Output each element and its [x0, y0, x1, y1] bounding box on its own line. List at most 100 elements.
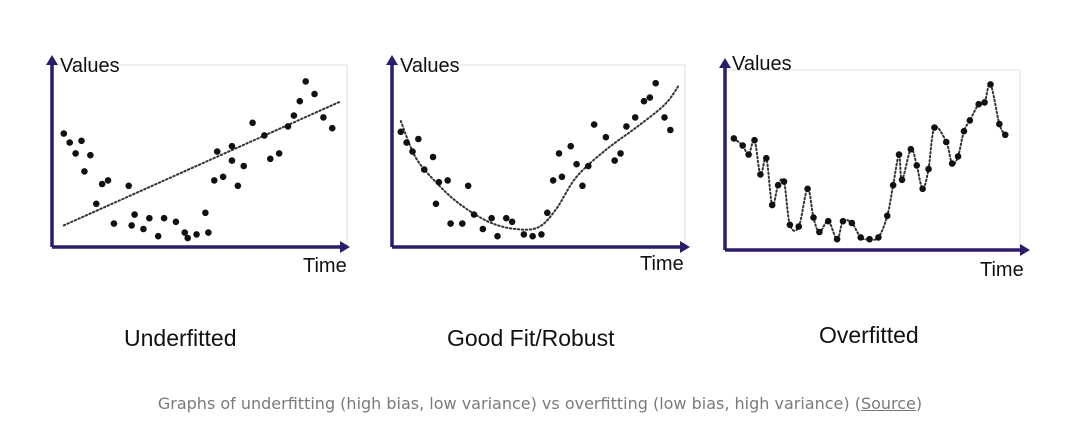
data-point	[60, 130, 68, 137]
y-axis-label: Values	[732, 53, 792, 75]
fit-curve	[62, 100, 343, 227]
fit-curve	[732, 83, 1007, 241]
data-point	[184, 234, 191, 242]
data-point	[538, 231, 545, 238]
chart-panel-2: Values Time	[386, 55, 690, 275]
x-axis-arrow	[680, 241, 690, 253]
data-point	[267, 155, 274, 163]
data-point	[154, 232, 162, 240]
data-point	[774, 181, 782, 189]
data-point	[816, 228, 823, 236]
data-point	[128, 222, 135, 229]
data-point	[81, 168, 88, 175]
data-point	[193, 231, 200, 238]
data-point	[72, 150, 79, 157]
data-point	[981, 99, 988, 106]
y-axis-label: Values	[60, 55, 120, 77]
data-point	[987, 81, 994, 88]
y-axis-label: Values	[400, 55, 460, 77]
data-point	[913, 162, 921, 169]
data-point	[275, 150, 283, 157]
data-point	[205, 229, 212, 236]
data-point	[320, 114, 327, 121]
source-link[interactable]: Source	[860, 394, 916, 413]
data-point	[652, 79, 659, 87]
data-point	[739, 142, 746, 149]
data-point	[780, 178, 788, 185]
data-point	[942, 138, 950, 146]
plot-frame	[392, 64, 686, 247]
figure-caption-close: )	[915, 394, 923, 413]
data-point	[78, 137, 85, 145]
x-axis-label: Time	[640, 253, 684, 275]
data-point	[555, 150, 563, 157]
data-point	[104, 177, 112, 184]
x-axis-arrow	[1020, 244, 1030, 256]
data-point	[623, 123, 630, 130]
plot-frame	[725, 69, 1021, 250]
data-point	[975, 100, 982, 108]
data-point	[435, 178, 443, 186]
data-point	[502, 214, 510, 222]
data-point	[290, 112, 298, 119]
data-point	[234, 182, 242, 190]
data-point	[925, 165, 932, 173]
data-point	[730, 135, 738, 142]
caption-good-fit: Good Fit/Robust	[447, 325, 615, 351]
data-point	[249, 119, 256, 127]
data-point	[875, 234, 882, 241]
x-axis-label: Time	[980, 259, 1024, 281]
data-point	[172, 218, 180, 226]
data-point	[92, 200, 100, 208]
data-point	[640, 97, 648, 105]
data-point	[848, 219, 856, 227]
data-point	[296, 97, 304, 105]
data-point	[87, 151, 94, 159]
data-point	[786, 221, 794, 229]
data-point	[919, 185, 926, 193]
data-point	[883, 212, 891, 220]
data-point	[617, 150, 624, 157]
data-point	[508, 218, 516, 226]
data-point	[488, 214, 495, 222]
data-point	[661, 114, 668, 121]
data-point	[432, 200, 440, 208]
data-point	[397, 128, 405, 136]
data-point	[889, 181, 897, 189]
x-axis-arrow	[340, 241, 350, 253]
data-point	[558, 173, 566, 181]
data-point	[543, 209, 551, 217]
data-point	[839, 217, 847, 225]
data-point	[240, 162, 248, 170]
data-point	[66, 139, 73, 146]
data-point	[907, 145, 915, 153]
data-point	[140, 225, 147, 233]
data-point	[181, 229, 189, 236]
data-point	[444, 177, 451, 184]
data-point	[420, 166, 428, 173]
data-point	[585, 162, 592, 170]
data-point	[125, 182, 132, 190]
x-axis-label: Time	[303, 255, 347, 277]
data-point	[960, 127, 968, 135]
data-point	[631, 114, 639, 121]
data-point	[996, 120, 1003, 128]
data-point	[948, 160, 956, 167]
data-point	[447, 220, 454, 227]
data-point	[415, 135, 422, 143]
data-point	[804, 185, 811, 193]
data-point	[567, 142, 575, 150]
data-point	[966, 117, 974, 124]
data-point	[146, 214, 153, 222]
data-point	[895, 151, 903, 158]
data-point	[520, 231, 528, 238]
data-point	[328, 124, 336, 132]
data-point	[403, 139, 410, 146]
data-point	[898, 176, 906, 184]
data-point	[529, 232, 536, 240]
data-point	[857, 234, 864, 241]
figure: Values Time Values Time Values Time	[46, 53, 1030, 281]
data-point	[590, 121, 598, 128]
data-point	[302, 78, 310, 85]
data-point	[751, 136, 758, 144]
